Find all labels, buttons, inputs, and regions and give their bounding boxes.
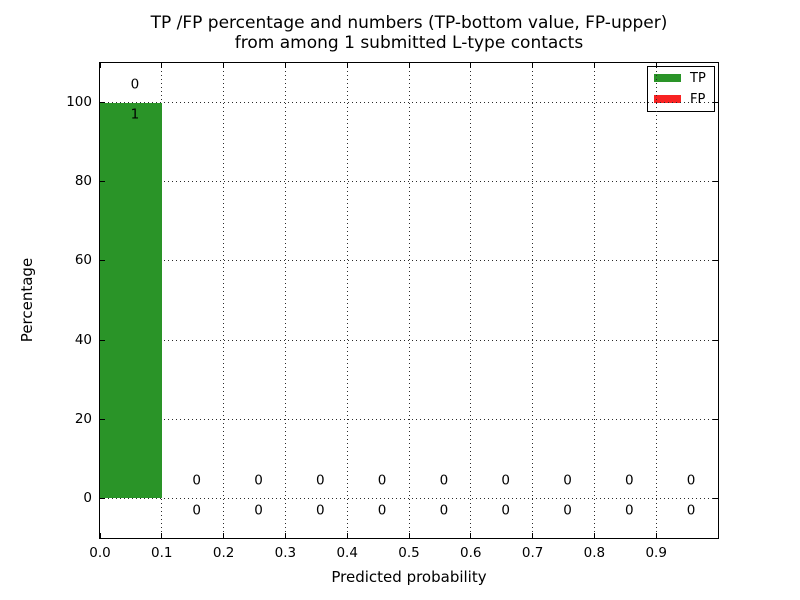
- chart-title-line-2: from among 1 submitted L-type contacts: [234, 32, 584, 53]
- fp-count-label: 0: [686, 472, 696, 489]
- tp-count-label: 0: [501, 502, 510, 519]
- bar-tp: [100, 102, 162, 499]
- fp-count-label: 0: [501, 472, 510, 489]
- y-tick-label: 20: [74, 410, 92, 427]
- tp-count-label: 0: [563, 502, 572, 519]
- v-gridline: [470, 63, 472, 538]
- x-tick: [284, 63, 286, 68]
- legend-item: FP: [648, 89, 714, 109]
- x-tick: [593, 63, 595, 68]
- v-gridline: [284, 63, 286, 538]
- x-tick-label: 0.7: [521, 545, 544, 561]
- x-tick: [470, 63, 472, 68]
- x-tick: [532, 533, 534, 538]
- y-tick: [100, 181, 105, 183]
- v-gridline: [532, 63, 534, 538]
- x-tick: [655, 63, 657, 68]
- tp-count-label: 0: [377, 502, 387, 519]
- legend-label: FP: [690, 91, 706, 107]
- fp-count-label: 0: [439, 472, 449, 489]
- tp-count-label: 0: [625, 502, 634, 519]
- x-tick: [161, 63, 163, 68]
- legend-item: TP: [648, 68, 714, 88]
- y-tick: [713, 260, 718, 262]
- y-tick: [713, 418, 718, 420]
- x-tick: [408, 63, 410, 68]
- x-tick-label: 0.2: [212, 545, 235, 561]
- y-tick: [100, 260, 105, 262]
- x-tick: [532, 63, 534, 68]
- fp-count-label: 0: [192, 472, 201, 489]
- x-tick: [99, 533, 101, 538]
- x-tick-label: 0.0: [89, 545, 111, 561]
- y-tick: [713, 181, 718, 183]
- v-gridline: [161, 63, 163, 538]
- fp-count-label: 0: [316, 472, 325, 489]
- v-gridline: [655, 63, 657, 538]
- y-tick-label: 100: [66, 94, 92, 111]
- chart-title-line-1: TP /FP percentage and numbers (TP-bottom…: [150, 13, 668, 33]
- x-tick: [593, 533, 595, 538]
- fp-count-label: 0: [563, 472, 572, 489]
- x-tick: [99, 63, 101, 68]
- x-tick-label: 0.9: [645, 545, 667, 561]
- x-tick-label: 0.6: [460, 545, 482, 561]
- y-tick: [713, 497, 718, 499]
- y-tick: [100, 339, 105, 341]
- chart-title: TP /FP percentage and numbers (TP-bottom…: [99, 13, 719, 53]
- x-tick: [223, 63, 225, 68]
- x-tick: [470, 533, 472, 538]
- y-tick: [100, 102, 105, 104]
- x-tick: [223, 533, 225, 538]
- fp-count-label: 0: [254, 472, 263, 489]
- v-gridline: [223, 63, 225, 538]
- x-tick-label: 0.5: [398, 545, 420, 561]
- y-tick-label: 80: [74, 173, 92, 190]
- x-tick: [655, 533, 657, 538]
- v-gridline: [593, 63, 595, 538]
- x-tick-label: 0.1: [151, 545, 173, 561]
- tp-count-label: 1: [130, 106, 140, 123]
- y-tick-label: 60: [74, 252, 92, 269]
- x-tick: [408, 533, 410, 538]
- legend: TP FP: [647, 66, 715, 112]
- x-tick-label: 0.8: [583, 545, 606, 561]
- fp-count-label: 0: [130, 76, 140, 93]
- tp-count-label: 0: [686, 502, 696, 519]
- x-tick-label: 0.4: [336, 545, 358, 561]
- tp-legend-swatch: [654, 74, 681, 82]
- y-tick-label: 0: [83, 489, 92, 506]
- x-tick: [346, 63, 348, 68]
- x-tick: [346, 533, 348, 538]
- y-tick: [713, 339, 718, 341]
- x-axis-label: Predicted probability: [331, 568, 487, 586]
- legend-label: TP: [690, 70, 706, 86]
- y-tick: [100, 418, 105, 420]
- tp-count-label: 0: [192, 502, 201, 519]
- tp-count-label: 0: [316, 502, 325, 519]
- x-tick: [284, 533, 286, 538]
- tp-count-label: 0: [439, 502, 449, 519]
- y-tick: [100, 497, 105, 499]
- y-tick: [713, 102, 718, 104]
- x-tick: [161, 533, 163, 538]
- v-gridline: [346, 63, 348, 538]
- y-tick-label: 40: [74, 331, 92, 348]
- v-gridline: [408, 63, 410, 538]
- fp-legend-swatch: [654, 95, 681, 103]
- x-tick-label: 0.3: [274, 545, 297, 561]
- y-axis-label: Percentage: [18, 257, 36, 343]
- tp-count-label: 0: [254, 502, 263, 519]
- fp-count-label: 0: [377, 472, 387, 489]
- fp-count-label: 0: [625, 472, 634, 489]
- plot-area: TP FP 0 1 0 0 0 0 0 0 0 0 0 0 0 0 0 0 0 0 0 0: [99, 62, 719, 539]
